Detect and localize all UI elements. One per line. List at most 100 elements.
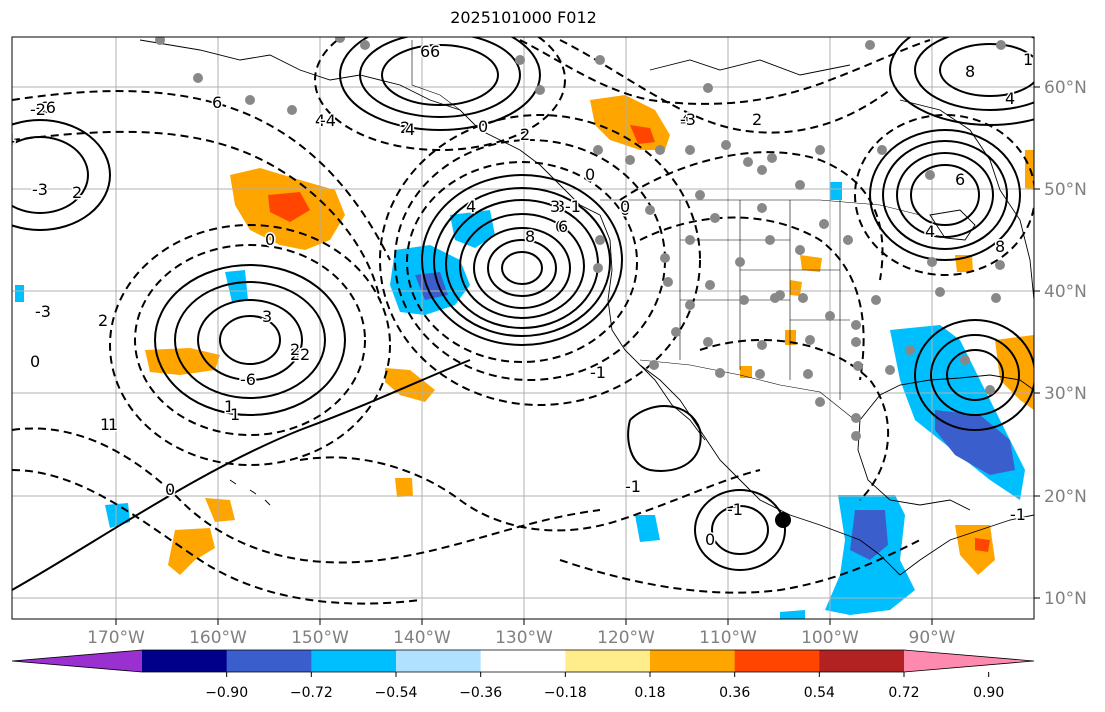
colorbar-tick-label: −0.72 — [290, 685, 333, 701]
solid-contours — [12, 37, 1034, 591]
lat-label: 40°N — [1044, 282, 1087, 302]
contour-label: 4 — [466, 197, 476, 216]
dash-pacific-1 — [12, 427, 601, 564]
colorbar-tick-label: 0.72 — [888, 685, 919, 701]
colorbar-segment — [819, 650, 905, 672]
mid-pacific-contour-3 — [197, 299, 303, 381]
gulf-contour-1 — [914, 319, 1034, 431]
hawaii-islands — [229, 479, 271, 506]
low-contour-4 — [459, 213, 585, 319]
cyan-region-low-center — [450, 210, 495, 248]
lon-label: 150°W — [291, 628, 349, 648]
orange-region-south-hawaii — [168, 528, 215, 575]
low-contour-6 — [487, 239, 557, 297]
contour-label: 6 — [430, 42, 440, 61]
contour-label: 0 — [705, 530, 715, 549]
lat-label: 10°N — [1044, 589, 1087, 609]
contour-label: 1 — [230, 405, 240, 424]
lon-label: 100°W — [801, 628, 859, 648]
colorbar-segment — [311, 650, 397, 672]
colorbar-tick-label: 0.54 — [804, 685, 835, 701]
orange-region-gulf — [995, 335, 1034, 410]
low-contour-7 — [501, 251, 543, 285]
contour-label: 0 — [30, 352, 40, 371]
gulf-contour-3 — [946, 349, 1004, 401]
lon-label: 170°W — [87, 628, 145, 648]
dash-mid-2 — [109, 224, 391, 466]
baja-contour — [627, 405, 702, 472]
contour-label: -1 — [590, 363, 606, 382]
colorbar-tick-label: −0.18 — [544, 685, 587, 701]
blue-region-east-pacific — [850, 510, 888, 560]
contour-label: 3 — [262, 307, 272, 326]
lon-label: 120°W — [597, 628, 655, 648]
contour-label: 4 — [405, 120, 415, 139]
ne-top-contour-2 — [914, 37, 1034, 111]
nw-contour-3 — [381, 44, 499, 106]
contour-label: 1 — [100, 415, 110, 434]
contour-label: 2 — [72, 183, 82, 202]
dash-east-2 — [639, 216, 865, 381]
mid-pacific-contour-4 — [219, 315, 281, 365]
contour-label: 0 — [620, 197, 630, 216]
contour-label: -3 — [680, 110, 696, 129]
cyan-region-south-edge — [780, 610, 805, 619]
lat-label: 30°N — [1044, 384, 1087, 404]
contour-label: 2 — [400, 118, 410, 137]
contour-label: 6 — [212, 93, 222, 112]
cyan-region-nw — [225, 270, 248, 302]
colorbar: −0.90 −0.72 −0.54 −0.36 −0.18 0.18 0.36 0.54 0.7… — [11, 649, 1035, 701]
lon-label: 140°W — [393, 628, 451, 648]
mexico-contour-2 — [711, 505, 769, 555]
east-coast — [999, 189, 1034, 301]
contour-label: -1 — [727, 500, 743, 519]
contour-label: 0 — [585, 165, 595, 184]
colorbar-segment — [565, 650, 651, 672]
orange-region-arizona — [740, 366, 752, 378]
baja-coast — [639, 364, 706, 441]
contour-label: -6 — [40, 98, 56, 117]
contour-label: 6 — [558, 217, 568, 236]
colorbar-segment — [396, 650, 482, 672]
dash-low-3 — [379, 114, 701, 406]
lon-label: 90°W — [909, 628, 956, 648]
contour-label: 4 — [1005, 89, 1015, 108]
contour-label: 0 — [478, 117, 488, 136]
contour-label: 6 — [555, 217, 565, 236]
dash-mid-1 — [134, 244, 366, 436]
us-mexico-border — [639, 359, 856, 421]
contour-label: 0 — [620, 200, 630, 219]
lon-label: 110°W — [699, 628, 757, 648]
contour-label: 8 — [995, 237, 1005, 256]
ne-contour-4 — [910, 164, 980, 226]
orange-region-texas — [790, 280, 802, 296]
colorbar-tick-label: −0.90 — [205, 685, 248, 701]
alaska-border — [411, 40, 461, 111]
dash-east-3 — [699, 339, 890, 501]
contour-label: 4 — [680, 111, 690, 130]
map-border — [11, 36, 1035, 620]
contour-label: 2 — [290, 345, 300, 364]
mexico-east-coast — [857, 419, 971, 511]
contour-label: 2 — [752, 110, 762, 129]
dash-north-1 — [12, 90, 391, 261]
contour-label: -1 — [565, 197, 581, 216]
mid-pacific-contour-1 — [154, 264, 346, 416]
ne-contour-1 — [869, 129, 1021, 261]
mexico-contour-1 — [694, 489, 786, 571]
map-title: 2025101000 F012 — [450, 8, 597, 27]
contour-label: 4 — [315, 111, 325, 130]
dash-low-1 — [406, 161, 638, 363]
lat-label: 20°N — [1044, 487, 1087, 507]
dash-north-2 — [12, 130, 381, 301]
contour-label: 1 — [108, 415, 118, 434]
orange-region-hawaii — [205, 498, 235, 522]
colorbar-segment — [480, 650, 566, 672]
contour-label: 6 — [955, 170, 965, 189]
contour-label: 4 — [925, 222, 935, 241]
dash-south-1 — [559, 539, 921, 594]
contour-label: 8 — [965, 62, 975, 81]
dash-arctic-1 — [519, 39, 931, 105]
